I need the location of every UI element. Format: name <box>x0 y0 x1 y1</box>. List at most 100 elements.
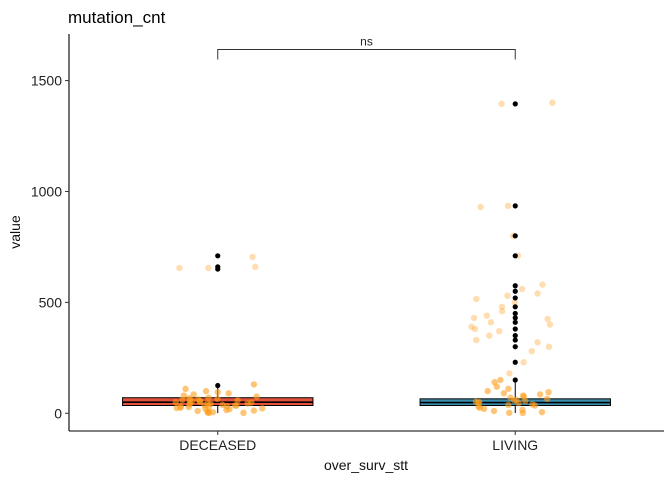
jitter-point <box>185 403 192 411</box>
jitter-point <box>214 395 221 403</box>
jitter-point <box>487 319 495 326</box>
jitter-point <box>214 388 221 396</box>
jitter-point <box>497 376 504 384</box>
outlier-point <box>512 203 518 209</box>
jitter-point <box>204 400 212 407</box>
jitter-point <box>498 308 506 315</box>
jitter-point <box>518 285 526 293</box>
jitter-point <box>176 264 183 272</box>
jitter-point <box>504 202 512 210</box>
jitter-point <box>531 402 539 409</box>
jitter-point <box>244 400 251 407</box>
jitter-point <box>543 395 551 403</box>
jitter-point <box>534 339 541 346</box>
jitter-point <box>250 407 258 414</box>
jitter-point <box>538 408 546 416</box>
jitter-point <box>194 407 201 415</box>
outlier-point <box>512 233 518 239</box>
jitter-point <box>231 402 239 409</box>
jitter-point <box>504 292 511 299</box>
jitter-point <box>240 409 247 417</box>
jitter-point <box>528 347 535 355</box>
jitter-point <box>470 314 478 322</box>
jitter-point <box>498 100 505 108</box>
jitter-point <box>545 388 552 396</box>
x-tick-label: DECEASED <box>179 437 256 453</box>
y-tick-label: 500 <box>39 294 63 310</box>
outlier-point <box>512 359 518 365</box>
outlier-point <box>215 382 221 389</box>
jitter-point <box>480 405 488 413</box>
jitter-point <box>546 321 554 328</box>
jitter-point <box>534 290 541 297</box>
jitter-point <box>511 299 518 306</box>
jitter-point <box>468 323 475 330</box>
jitter-point <box>205 409 213 417</box>
outlier-point <box>512 344 518 350</box>
outlier-point <box>512 315 518 321</box>
jitter-point <box>190 391 197 398</box>
jitter-point <box>473 295 480 303</box>
outlier-point <box>512 288 518 294</box>
y-axis-ticks: 0 500 1000 1500 <box>31 73 69 421</box>
jitter-point <box>179 396 186 404</box>
outlier-point <box>512 295 518 301</box>
outlier-point <box>512 253 518 259</box>
jitter-point <box>473 336 480 344</box>
outlier-layer <box>215 101 518 389</box>
jitter-point <box>250 381 258 388</box>
jitter-point <box>496 327 503 335</box>
jitter-point <box>549 99 556 106</box>
jitter-point <box>506 370 513 377</box>
x-axis-ticks: DECEASED LIVING <box>179 431 538 453</box>
jitter-point <box>223 406 230 414</box>
outlier-point <box>512 304 518 310</box>
bracket-line <box>217 49 516 60</box>
jitter-point <box>205 394 212 401</box>
jitter-point <box>498 303 506 310</box>
jitter-point <box>522 397 529 405</box>
jitter-point <box>520 359 527 366</box>
jitter-point <box>472 398 480 405</box>
x-tick-label: LIVING <box>492 437 538 453</box>
y-tick-label: 0 <box>54 405 62 421</box>
y-tick-label: 1500 <box>31 73 62 89</box>
jitter-point <box>253 393 260 400</box>
outlier-point <box>215 264 221 270</box>
significance-label: ns <box>360 35 373 49</box>
outlier-point <box>512 326 518 332</box>
jitter-point <box>182 385 189 393</box>
jitter-point <box>505 401 512 409</box>
jitter-point <box>252 263 259 271</box>
y-tick-label: 1000 <box>31 183 62 199</box>
jitter-point <box>249 253 256 261</box>
jitter-point <box>519 409 526 417</box>
jitter-point <box>205 264 212 272</box>
x-axis-title: over_surv_stt <box>324 457 408 473</box>
jitter-point <box>505 385 512 393</box>
jitter-point <box>544 315 551 323</box>
jitter-point <box>500 390 508 397</box>
outlier-point <box>512 337 518 343</box>
outlier-point <box>512 101 518 107</box>
outlier-point <box>512 310 518 317</box>
jitter-point <box>493 383 501 390</box>
jitter-point <box>177 404 184 411</box>
outlier-point <box>215 253 221 259</box>
y-axis-title: value <box>7 215 23 249</box>
jitter-point <box>490 407 498 415</box>
jitter-layer <box>172 99 556 417</box>
jitter-point <box>172 398 179 406</box>
jitter-point <box>536 391 544 398</box>
outlier-point <box>512 283 518 289</box>
significance-bracket: ns <box>217 35 516 60</box>
outlier-point <box>512 319 518 325</box>
jitter-point <box>545 343 553 350</box>
jitter-point <box>477 203 484 211</box>
jitter-point <box>196 398 204 405</box>
chart-title: mutation_cnt <box>68 8 166 27</box>
jitter-point <box>511 397 518 404</box>
jitter-point <box>186 396 193 404</box>
outlier-point <box>512 333 518 339</box>
